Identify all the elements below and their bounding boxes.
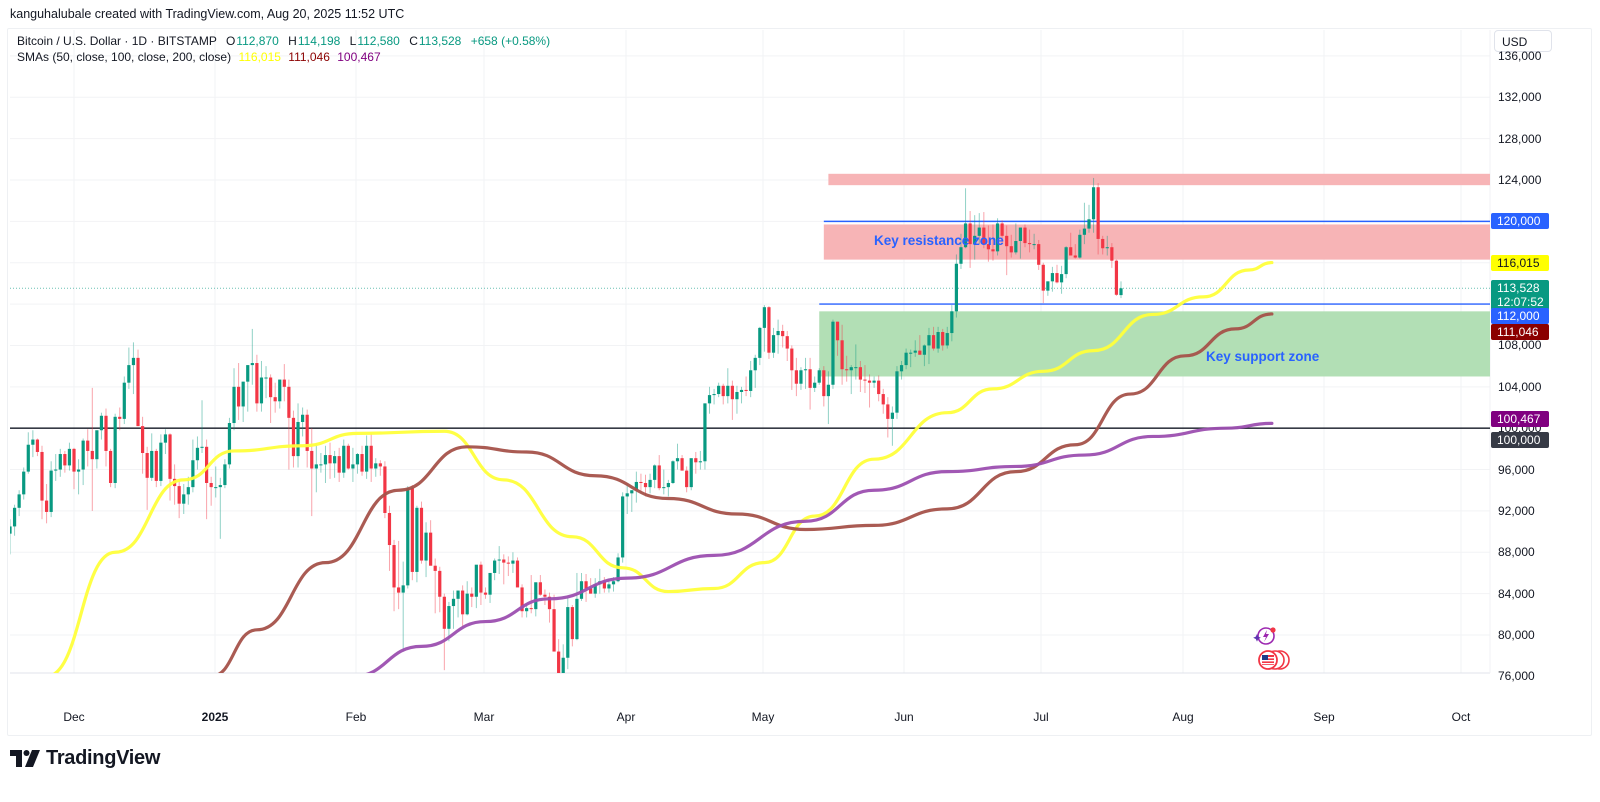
- price-tick-label: 76,000: [1498, 669, 1535, 684]
- close-value: 113,528: [418, 34, 462, 48]
- zone-rect: [828, 173, 1490, 186]
- economic-event-flag-icon[interactable]: [1256, 649, 1290, 676]
- high-value: 114,198: [297, 34, 341, 48]
- price-tick-label: 132,000: [1498, 90, 1542, 105]
- time-tick-label: 2025: [201, 710, 229, 724]
- currency-selector[interactable]: USD: [1494, 30, 1552, 52]
- open-label: O: [225, 34, 236, 48]
- tradingview-wordmark: TradingView: [46, 747, 161, 769]
- high-label: H: [288, 34, 297, 48]
- sma-line-sma200: [365, 421, 1274, 673]
- price-tag: 100,467: [1491, 411, 1549, 428]
- sma-legend-row: SMAs (50, close, 100, close, 200, close)…: [17, 49, 550, 65]
- tradingview-logo[interactable]: TradingView: [10, 747, 160, 770]
- zone-rect: [819, 311, 1490, 377]
- zone-rect: [823, 224, 1490, 260]
- price-tag: 120,000: [1491, 213, 1549, 230]
- time-tick-label: May: [751, 710, 775, 724]
- time-tick-label: Oct: [1451, 710, 1471, 724]
- symbol-name[interactable]: Bitcoin / U.S. Dollar · 1D · BITSTAMP: [17, 34, 217, 48]
- chart-credit: kanguhalubale created with TradingView.c…: [10, 7, 405, 21]
- candles: [10, 177, 1123, 673]
- sma100-value: 111,046: [288, 50, 330, 64]
- resistance-zone-label: Key resistance zone: [874, 233, 1004, 248]
- time-tick-label: Sep: [1313, 710, 1335, 724]
- price-tick-label: 124,000: [1498, 173, 1542, 187]
- low-value: 112,580: [357, 34, 400, 48]
- tradingview-logo-icon: [10, 750, 40, 767]
- price-tag: 112,000: [1491, 308, 1549, 325]
- price-tick-label: 92,000: [1498, 503, 1535, 518]
- change-value: +658 (+0.58%): [470, 34, 551, 48]
- price-tag: 111,046: [1491, 323, 1549, 340]
- close-label: C: [409, 34, 418, 48]
- price-tick-label: 88,000: [1498, 545, 1535, 560]
- support-zone-label: Key support zone: [1206, 349, 1320, 364]
- time-tick-label: Mar: [473, 710, 495, 724]
- sma200-value: 100,467: [337, 50, 381, 64]
- event-marker-icon[interactable]: [1253, 626, 1279, 651]
- sma-line-sma50: [52, 260, 1274, 673]
- time-tick-label: Jul: [1033, 710, 1049, 724]
- time-tick-label: Feb: [345, 710, 367, 724]
- open-value: 112,870: [236, 34, 279, 48]
- time-tick-label: Dec: [63, 710, 85, 724]
- sma50-value: 116,015: [238, 50, 281, 64]
- price-tag: 113,528 12:07:52: [1491, 280, 1549, 311]
- price-tick-label: 96,000: [1498, 462, 1535, 477]
- price-tick-label: 84,000: [1498, 586, 1535, 601]
- sma-indicator-label[interactable]: SMAs (50, close, 100, close, 200, close): [17, 50, 232, 64]
- low-label: L: [349, 34, 357, 48]
- time-tick-label: Apr: [616, 710, 636, 724]
- price-tick-label: 80,000: [1498, 628, 1535, 642]
- time-tick-label: Jun: [894, 710, 914, 724]
- price-tag: 100,000: [1491, 432, 1549, 449]
- price-tick-label: 128,000: [1498, 131, 1542, 146]
- chart-legend: Bitcoin / U.S. Dollar · 1D · BITSTAMP O1…: [17, 33, 550, 65]
- time-tick-label: Aug: [1172, 710, 1194, 724]
- symbol-legend-row: Bitcoin / U.S. Dollar · 1D · BITSTAMP O1…: [17, 33, 550, 49]
- price-tick-label: 108,000: [1498, 338, 1542, 353]
- sma-line-sma100: [217, 312, 1274, 673]
- price-tick-label: 136,000: [1498, 48, 1542, 63]
- bar-countdown: 12:07:52: [1497, 295, 1544, 310]
- price-tick-label: 104,000: [1498, 379, 1542, 394]
- price-tag: 116,015: [1491, 254, 1549, 271]
